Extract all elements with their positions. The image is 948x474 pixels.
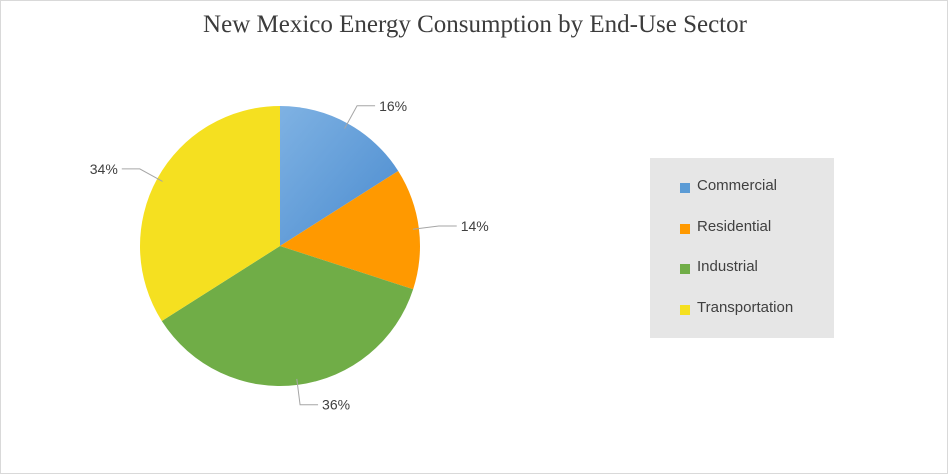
legend-swatch-commercial: [680, 183, 690, 193]
legend-label-commercial: Commercial: [697, 177, 778, 194]
leader-line-residential: [412, 225, 457, 230]
pie-slice-residential: [280, 170, 420, 290]
data-label-commercial: 16%: [379, 98, 407, 114]
leader-line-commercial: [344, 105, 376, 129]
pie-slice-industrial: [161, 246, 414, 386]
leader-line-industrial: [296, 378, 319, 406]
chart-legend: Commercial Residential Industrial Transp…: [650, 158, 834, 338]
legend-item-transportation: Transportation: [650, 299, 834, 340]
legend-item-industrial: Industrial: [650, 258, 834, 299]
leader-line-transportation: [121, 168, 163, 182]
legend-label-residential: Residential: [697, 217, 772, 235]
legend-item-residential: Residential: [650, 218, 834, 259]
data-label-industrial: 36%: [322, 397, 350, 413]
chart-title: New Mexico Energy Consumption by End-Use…: [203, 11, 747, 38]
pie-slice-transportation: [140, 106, 280, 322]
data-label-transportation: 34%: [90, 161, 118, 177]
legend-label-transportation: Transportation: [697, 298, 794, 316]
legend-label-industrial: Industrial: [697, 258, 758, 275]
legend-item-commercial: Commercial: [650, 177, 834, 218]
legend-swatch-transportation: [680, 304, 690, 315]
legend-swatch-residential: [680, 223, 690, 234]
pie-slice-commercial: [280, 106, 399, 246]
legend-swatch-industrial: [680, 264, 690, 274]
data-label-residential: 14%: [461, 218, 489, 234]
